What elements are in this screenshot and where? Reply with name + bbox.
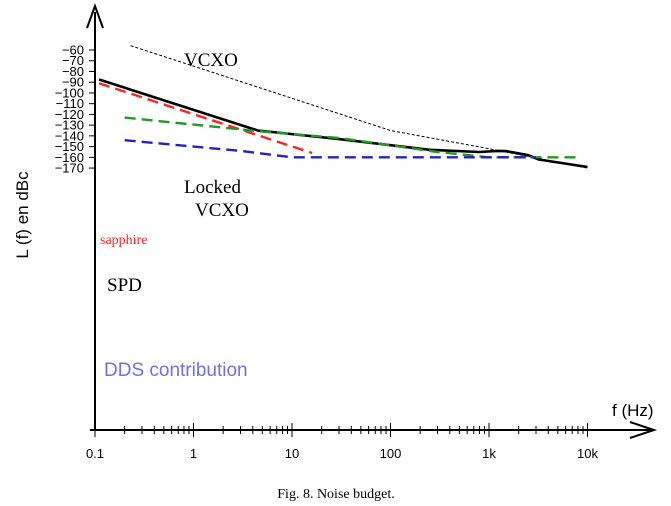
y-tick-label: −70 (62, 53, 84, 68)
x-tick-label: 1 (190, 446, 197, 461)
y-tick-label: −130 (55, 118, 84, 133)
sapphire-line (98, 82, 313, 155)
x-axis-label: f (Hz) (612, 401, 654, 420)
locked-vcxo-line (98, 78, 588, 169)
locked-annotation: Locked (184, 177, 241, 198)
x-axis: 0.1 1 10 100 1k 10k (86, 421, 658, 461)
spd-annotation: SPD (107, 275, 142, 296)
y-tick-label: −60 (62, 43, 84, 58)
x-ticks: 0.1 1 10 100 1k 10k (86, 423, 598, 461)
y-axis: −60−70−80−90−100−110−120−130−140−150−160… (55, 3, 104, 430)
x-axis-arrow-icon (629, 421, 658, 439)
y-axis-label: L (f) en dBc (13, 171, 32, 259)
y-tick-label: −120 (55, 107, 84, 122)
vcxo-annotation: VCXO (184, 50, 238, 71)
y-tick-label: −100 (55, 85, 84, 100)
y-tick-label: −140 (55, 128, 84, 143)
y-tick-label: −170 (55, 161, 84, 176)
x-tick-label: 100 (380, 446, 402, 461)
x-tick-label: 10 (285, 446, 299, 461)
y-tick-label: −110 (56, 96, 84, 111)
x-tick-label: 1k (482, 446, 496, 461)
dds-line (124, 139, 536, 159)
y-tick-label: −160 (55, 150, 84, 165)
annotations: VCXO Locked VCXO sapphire SPD DDS contri… (100, 50, 249, 381)
dds-annotation: DDS contribution (104, 360, 248, 381)
x-tick-label: 10k (577, 446, 598, 461)
locked-vcxo-annotation: VCXO (195, 200, 249, 221)
y-ticks: −60−70−80−90−100−110−120−130−140−150−160… (55, 43, 95, 176)
figure-caption: Fig. 8. Noise budget. (277, 487, 394, 502)
y-tick-label: −90 (62, 75, 84, 90)
sapphire-annotation: sapphire (100, 233, 147, 248)
y-tick-label: −150 (55, 139, 84, 154)
x-tick-label: 0.1 (86, 446, 104, 461)
y-tick-label: −80 (62, 64, 84, 79)
series-layer (98, 45, 588, 169)
y-axis-arrow-icon (86, 3, 104, 29)
